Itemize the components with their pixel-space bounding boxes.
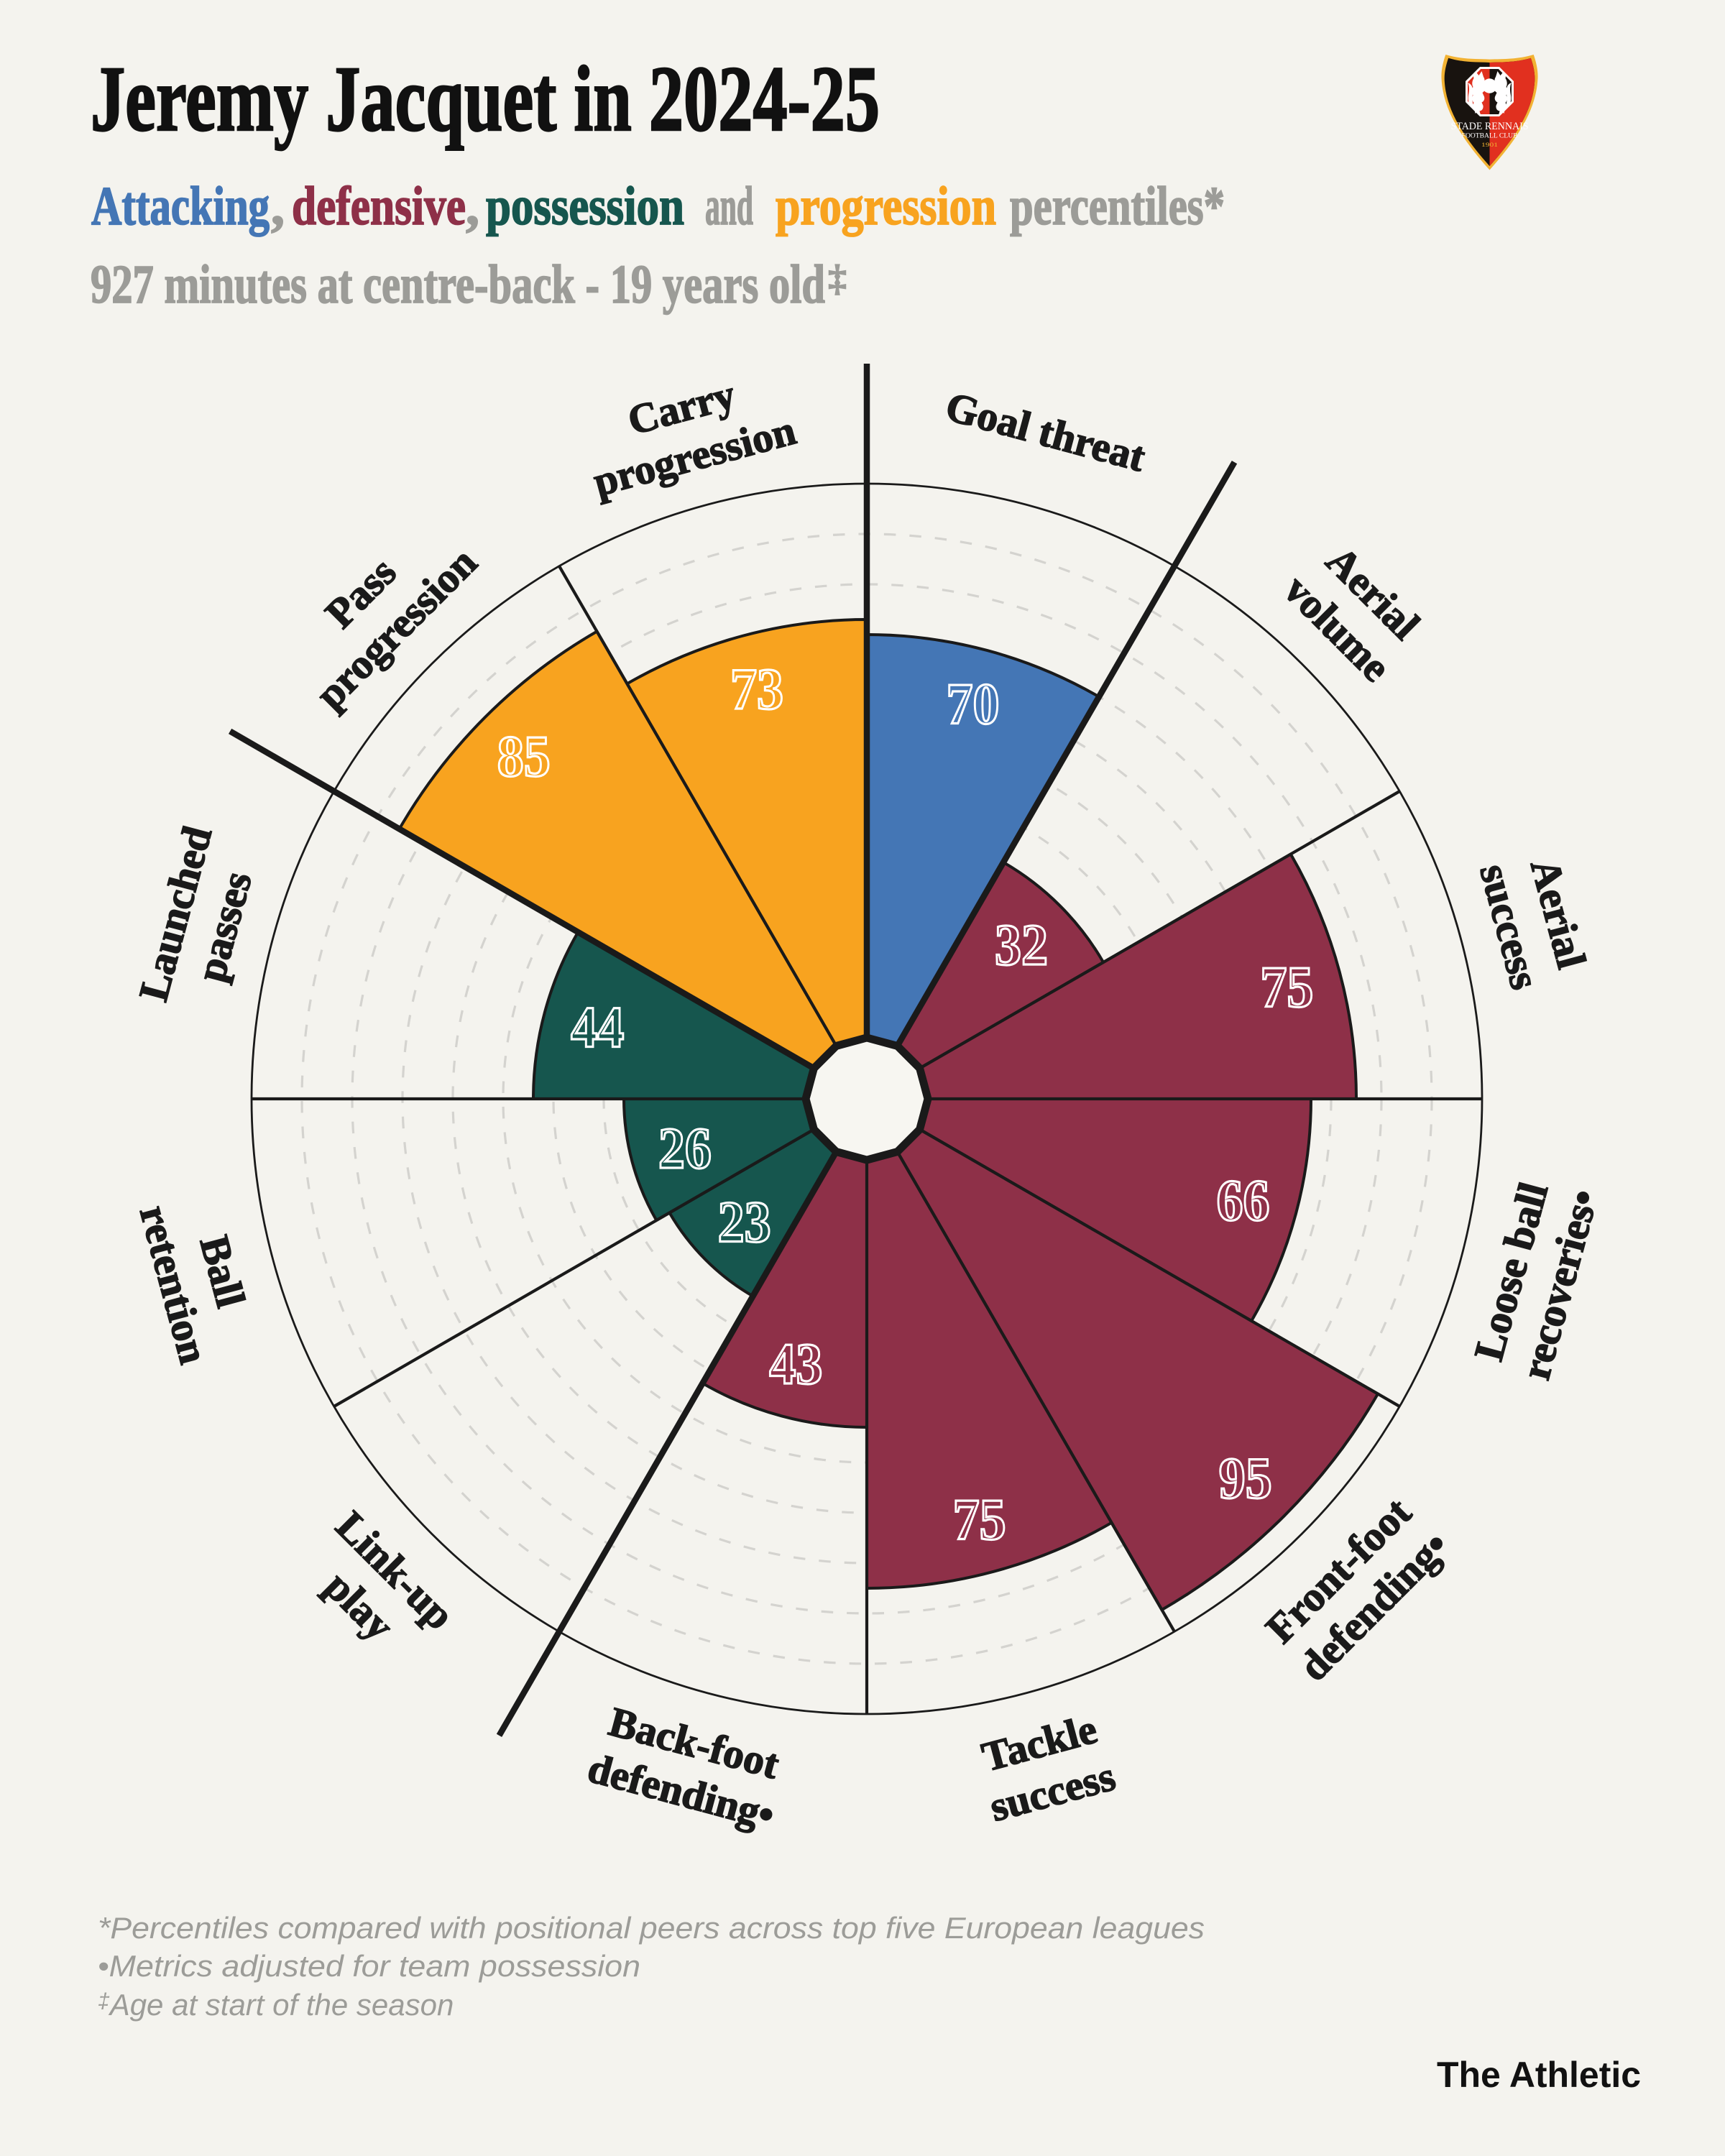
- svg-text:The Athletic: The Athletic: [1437, 2055, 1641, 2095]
- svg-text:44: 44: [571, 995, 624, 1060]
- svg-text:70: 70: [947, 671, 1000, 736]
- svg-text:75: 75: [953, 1486, 1006, 1552]
- svg-text:927 minutes at centre-back - 1: 927 minutes at centre-back - 19 years ol…: [91, 254, 825, 315]
- svg-text:*Percentiles compared with pos: *Percentiles compared with positional pe…: [98, 1911, 1205, 1945]
- svg-text:Jeremy Jacquet in 2024-25: Jeremy Jacquet in 2024-25: [91, 47, 880, 151]
- svg-text:FOOTBALL CLUB: FOOTBALL CLUB: [1462, 132, 1518, 139]
- svg-text:95: 95: [1219, 1445, 1272, 1511]
- svg-text:and: and: [705, 176, 753, 236]
- svg-text:66: 66: [1217, 1167, 1270, 1233]
- svg-text:23: 23: [718, 1189, 771, 1254]
- svg-text:STADE RENNAIS: STADE RENNAIS: [1451, 121, 1529, 132]
- svg-text:,: ,: [466, 176, 479, 236]
- svg-text:defensive: defensive: [292, 176, 466, 236]
- svg-text:43: 43: [769, 1331, 822, 1396]
- svg-text:percentiles*: percentiles*: [1010, 176, 1225, 236]
- svg-text:Attacking: Attacking: [91, 176, 270, 236]
- svg-text:32: 32: [995, 912, 1048, 977]
- svg-text:73: 73: [730, 656, 783, 722]
- svg-text:85: 85: [497, 724, 551, 789]
- svg-text:possession: possession: [486, 176, 684, 236]
- svg-text:26: 26: [658, 1115, 712, 1181]
- svg-text:‡: ‡: [828, 258, 847, 299]
- svg-text:75: 75: [1260, 954, 1313, 1019]
- svg-text:‡Age at start of the season: ‡Age at start of the season: [98, 1988, 454, 2022]
- svg-text:,: ,: [271, 176, 285, 236]
- svg-text:1901: 1901: [1481, 142, 1498, 148]
- svg-text:•Metrics adjusted for team pos: •Metrics adjusted for team possession: [98, 1949, 640, 1983]
- svg-text:progression: progression: [776, 176, 996, 236]
